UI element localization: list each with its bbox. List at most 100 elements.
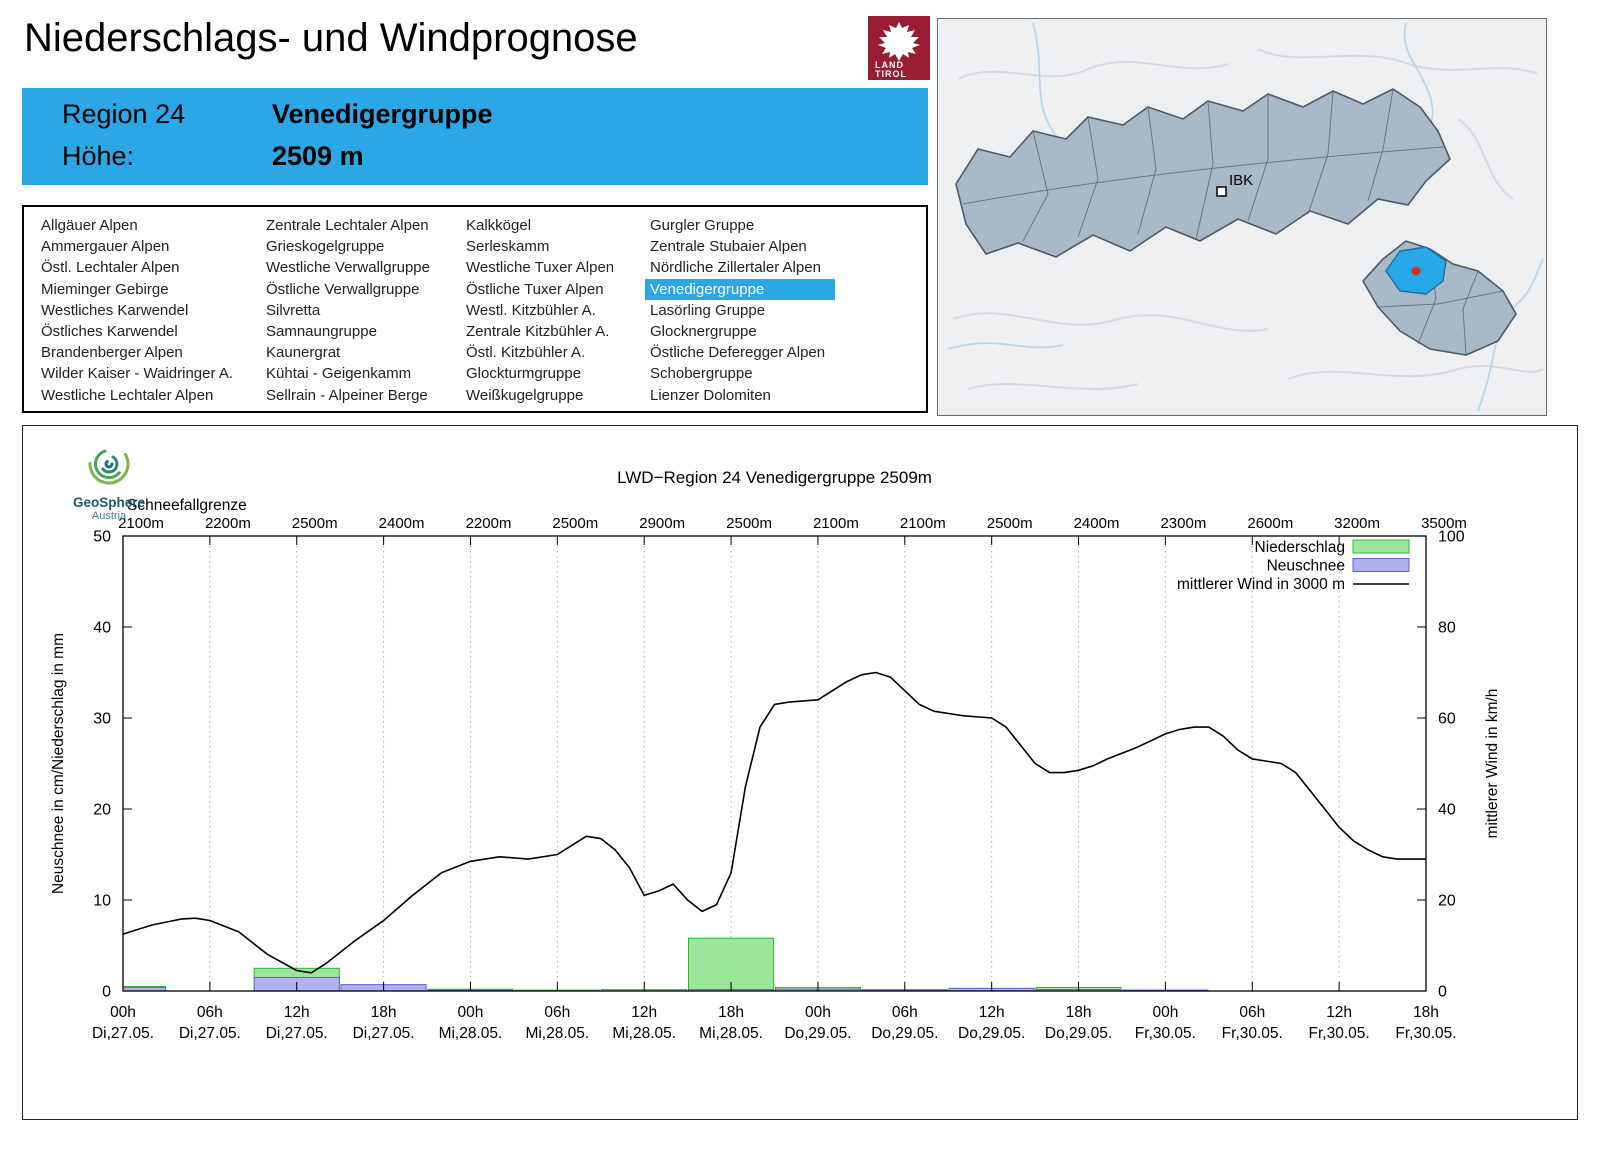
region-list-item[interactable]: Westliche Tuxer Alpen bbox=[466, 259, 615, 277]
region-info-box: Region 24 Venedigergruppe Höhe: 2509 m bbox=[22, 88, 928, 185]
north-tyrol-region[interactable] bbox=[955, 88, 1451, 258]
region-list-item[interactable]: Westl. Kitzbühler A. bbox=[466, 301, 596, 319]
svg-text:2300m: 2300m bbox=[1160, 515, 1206, 532]
svg-text:18h: 18h bbox=[718, 1004, 744, 1021]
geosphere-brand-text: GeoSphere bbox=[72, 495, 146, 510]
svg-text:00h: 00h bbox=[110, 1004, 136, 1021]
region-list-item[interactable]: Silvretta bbox=[266, 301, 321, 319]
svg-text:Do,29.05.: Do,29.05. bbox=[784, 1025, 851, 1042]
region-list-item[interactable]: Kühtai - Geigenkamm bbox=[266, 365, 412, 383]
svg-text:18h: 18h bbox=[1413, 1004, 1439, 1021]
region-list-item[interactable]: Westliches Karwendel bbox=[41, 301, 189, 319]
svg-text:2100m: 2100m bbox=[900, 515, 946, 532]
svg-text:2500m: 2500m bbox=[292, 515, 338, 532]
svg-text:3200m: 3200m bbox=[1334, 515, 1380, 532]
region-list-item[interactable]: Glocknergruppe bbox=[650, 323, 757, 341]
region-list-item[interactable]: Lienzer Dolomiten bbox=[650, 386, 771, 404]
svg-text:LWD−Region 24 Venedigergruppe: LWD−Region 24 Venedigergruppe 2509m bbox=[617, 468, 932, 487]
svg-text:2100m: 2100m bbox=[813, 515, 859, 532]
svg-text:Fr,30.05.: Fr,30.05. bbox=[1222, 1025, 1283, 1042]
svg-text:00h: 00h bbox=[1152, 1004, 1178, 1021]
land-tirol-logo: LAND TIROL bbox=[868, 16, 930, 80]
svg-text:3500m: 3500m bbox=[1421, 515, 1467, 532]
svg-text:2500m: 2500m bbox=[987, 515, 1033, 532]
altitude-label: Höhe: bbox=[62, 141, 135, 171]
forecast-chart-panel: GeoSphere Austria 00h Di,27.05. 2100m 06h Di… bbox=[22, 425, 1578, 1120]
svg-text:2200m: 2200m bbox=[205, 515, 251, 532]
region-list-item[interactable]: Östl. Lechtaler Alpen bbox=[41, 259, 180, 277]
region-list: Allgäuer Alpen Ammergauer Alpen Östl. Lech… bbox=[22, 205, 928, 413]
svg-text:12h: 12h bbox=[631, 1004, 657, 1021]
region-list-item[interactable]: Östl. Kitzbühler A. bbox=[466, 344, 586, 362]
region-list-item[interactable]: Weißkugelgruppe bbox=[466, 386, 584, 404]
svg-text:06h: 06h bbox=[544, 1004, 570, 1021]
svg-text:2100m: 2100m bbox=[118, 515, 164, 532]
region-list-item[interactable]: Westliche Lechtaler Alpen bbox=[41, 386, 214, 404]
region-list-item[interactable]: Sellrain - Alpeiner Berge bbox=[266, 386, 428, 404]
region-list-item[interactable]: Westliche Verwallgruppe bbox=[266, 259, 430, 277]
region-list-item[interactable]: Zentrale Stubaier Alpen bbox=[650, 238, 807, 256]
svg-text:Niederschlag: Niederschlag bbox=[1255, 539, 1345, 556]
region-list-item[interactable]: Zentrale Lechtaler Alpen bbox=[266, 217, 429, 234]
svg-text:12h: 12h bbox=[284, 1004, 310, 1021]
svg-text:Fr,30.05.: Fr,30.05. bbox=[1395, 1025, 1456, 1042]
svg-text:Do,29.05.: Do,29.05. bbox=[871, 1025, 938, 1042]
region-list-item[interactable]: Samnaungruppe bbox=[266, 323, 377, 341]
terrain-texture bbox=[952, 48, 1544, 390]
region-list-item[interactable]: Mieminger Gebirge bbox=[41, 280, 169, 298]
region-list-item[interactable]: Östliches Karwendel bbox=[41, 323, 178, 341]
svg-text:Neuschnee: Neuschnee bbox=[1267, 558, 1345, 575]
svg-text:50: 50 bbox=[93, 529, 111, 546]
region-list-item[interactable]: Zentrale Kitzbühler A. bbox=[466, 323, 610, 341]
region-list-item[interactable]: Östliche Verwallgruppe bbox=[266, 280, 420, 298]
logo-text-land: LAND bbox=[875, 60, 904, 70]
tirol-map[interactable]: IBK bbox=[937, 18, 1547, 416]
region-list-item[interactable]: Östliche Deferegger Alpen bbox=[650, 344, 826, 362]
region-list-item[interactable]: Kaunergrat bbox=[266, 344, 341, 362]
region-list-item[interactable]: Kalkkögel bbox=[466, 217, 532, 234]
svg-text:0: 0 bbox=[1438, 984, 1447, 1001]
geosphere-logo: GeoSphere Austria bbox=[53, 440, 165, 522]
station-dot bbox=[1411, 266, 1421, 276]
svg-text:100: 100 bbox=[1438, 529, 1465, 546]
svg-text:Mi,28.05.: Mi,28.05. bbox=[439, 1025, 503, 1042]
region-list-column: Allgäuer Alpen Ammergauer Alpen Östl. Lech… bbox=[36, 215, 261, 406]
ibk-label: IBK bbox=[1229, 172, 1253, 189]
svg-text:00h: 00h bbox=[458, 1004, 484, 1021]
svg-text:Neuschnee in cm/Niederschlag i: Neuschnee in cm/Niederschlag in mm bbox=[50, 633, 67, 894]
region-list-item[interactable]: Nördliche Zillertaler Alpen bbox=[650, 259, 821, 277]
svg-text:18h: 18h bbox=[371, 1004, 397, 1021]
region-list-item[interactable]: Brandenberger Alpen bbox=[41, 344, 183, 362]
region-list-item[interactable]: Ammergauer Alpen bbox=[41, 238, 170, 256]
svg-text:12h: 12h bbox=[979, 1004, 1005, 1021]
region-list-item[interactable]: Serleskamm bbox=[466, 238, 550, 256]
forecast-chart: 00h Di,27.05. 2100m 06h Di,27.05. 2200m 12h Di,… bbox=[23, 426, 1577, 1119]
logo-text-tirol: TIROL bbox=[875, 69, 907, 79]
altitude-value: 2509 m bbox=[272, 141, 364, 171]
svg-text:Fr,30.05.: Fr,30.05. bbox=[1309, 1025, 1370, 1042]
region-borders bbox=[962, 88, 1444, 242]
svg-text:Do,29.05.: Do,29.05. bbox=[1045, 1025, 1112, 1042]
region-list-item[interactable]: Allgäuer Alpen bbox=[41, 217, 138, 234]
region-list-item[interactable]: Gurgler Gruppe bbox=[650, 217, 755, 234]
region-list-item[interactable]: Lasörling Gruppe bbox=[650, 301, 766, 319]
region-list-item[interactable]: Wilder Kaiser - Waidringer A. bbox=[41, 365, 233, 383]
svg-text:Schneefallgrenze: Schneefallgrenze bbox=[127, 497, 247, 514]
svg-text:2500m: 2500m bbox=[552, 515, 598, 532]
svg-text:Di,27.05.: Di,27.05. bbox=[266, 1025, 328, 1042]
region-list-column: Gurgler Gruppe Zentrale Stubaier Alpen Nör… bbox=[645, 215, 926, 406]
svg-text:Di,27.05.: Di,27.05. bbox=[353, 1025, 415, 1042]
region-list-item[interactable]: Glockturmgruppe bbox=[466, 365, 582, 383]
tirol-map-svg: IBK bbox=[938, 19, 1546, 415]
svg-text:2400m: 2400m bbox=[379, 515, 425, 532]
svg-text:20: 20 bbox=[1438, 893, 1456, 910]
region-list-column: Zentrale Lechtaler Alpen Grieskogelgruppe… bbox=[261, 215, 461, 406]
region-list-item[interactable]: Grieskogelgruppe bbox=[266, 238, 385, 256]
svg-text:06h: 06h bbox=[892, 1004, 918, 1021]
svg-text:06h: 06h bbox=[1239, 1004, 1265, 1021]
region-list-item[interactable]: Östliche Tuxer Alpen bbox=[466, 280, 604, 298]
region-list-item[interactable]: Schobergruppe bbox=[650, 365, 753, 383]
region-list-item-selected[interactable]: Venedigergruppe bbox=[645, 278, 835, 300]
svg-text:80: 80 bbox=[1438, 620, 1456, 637]
